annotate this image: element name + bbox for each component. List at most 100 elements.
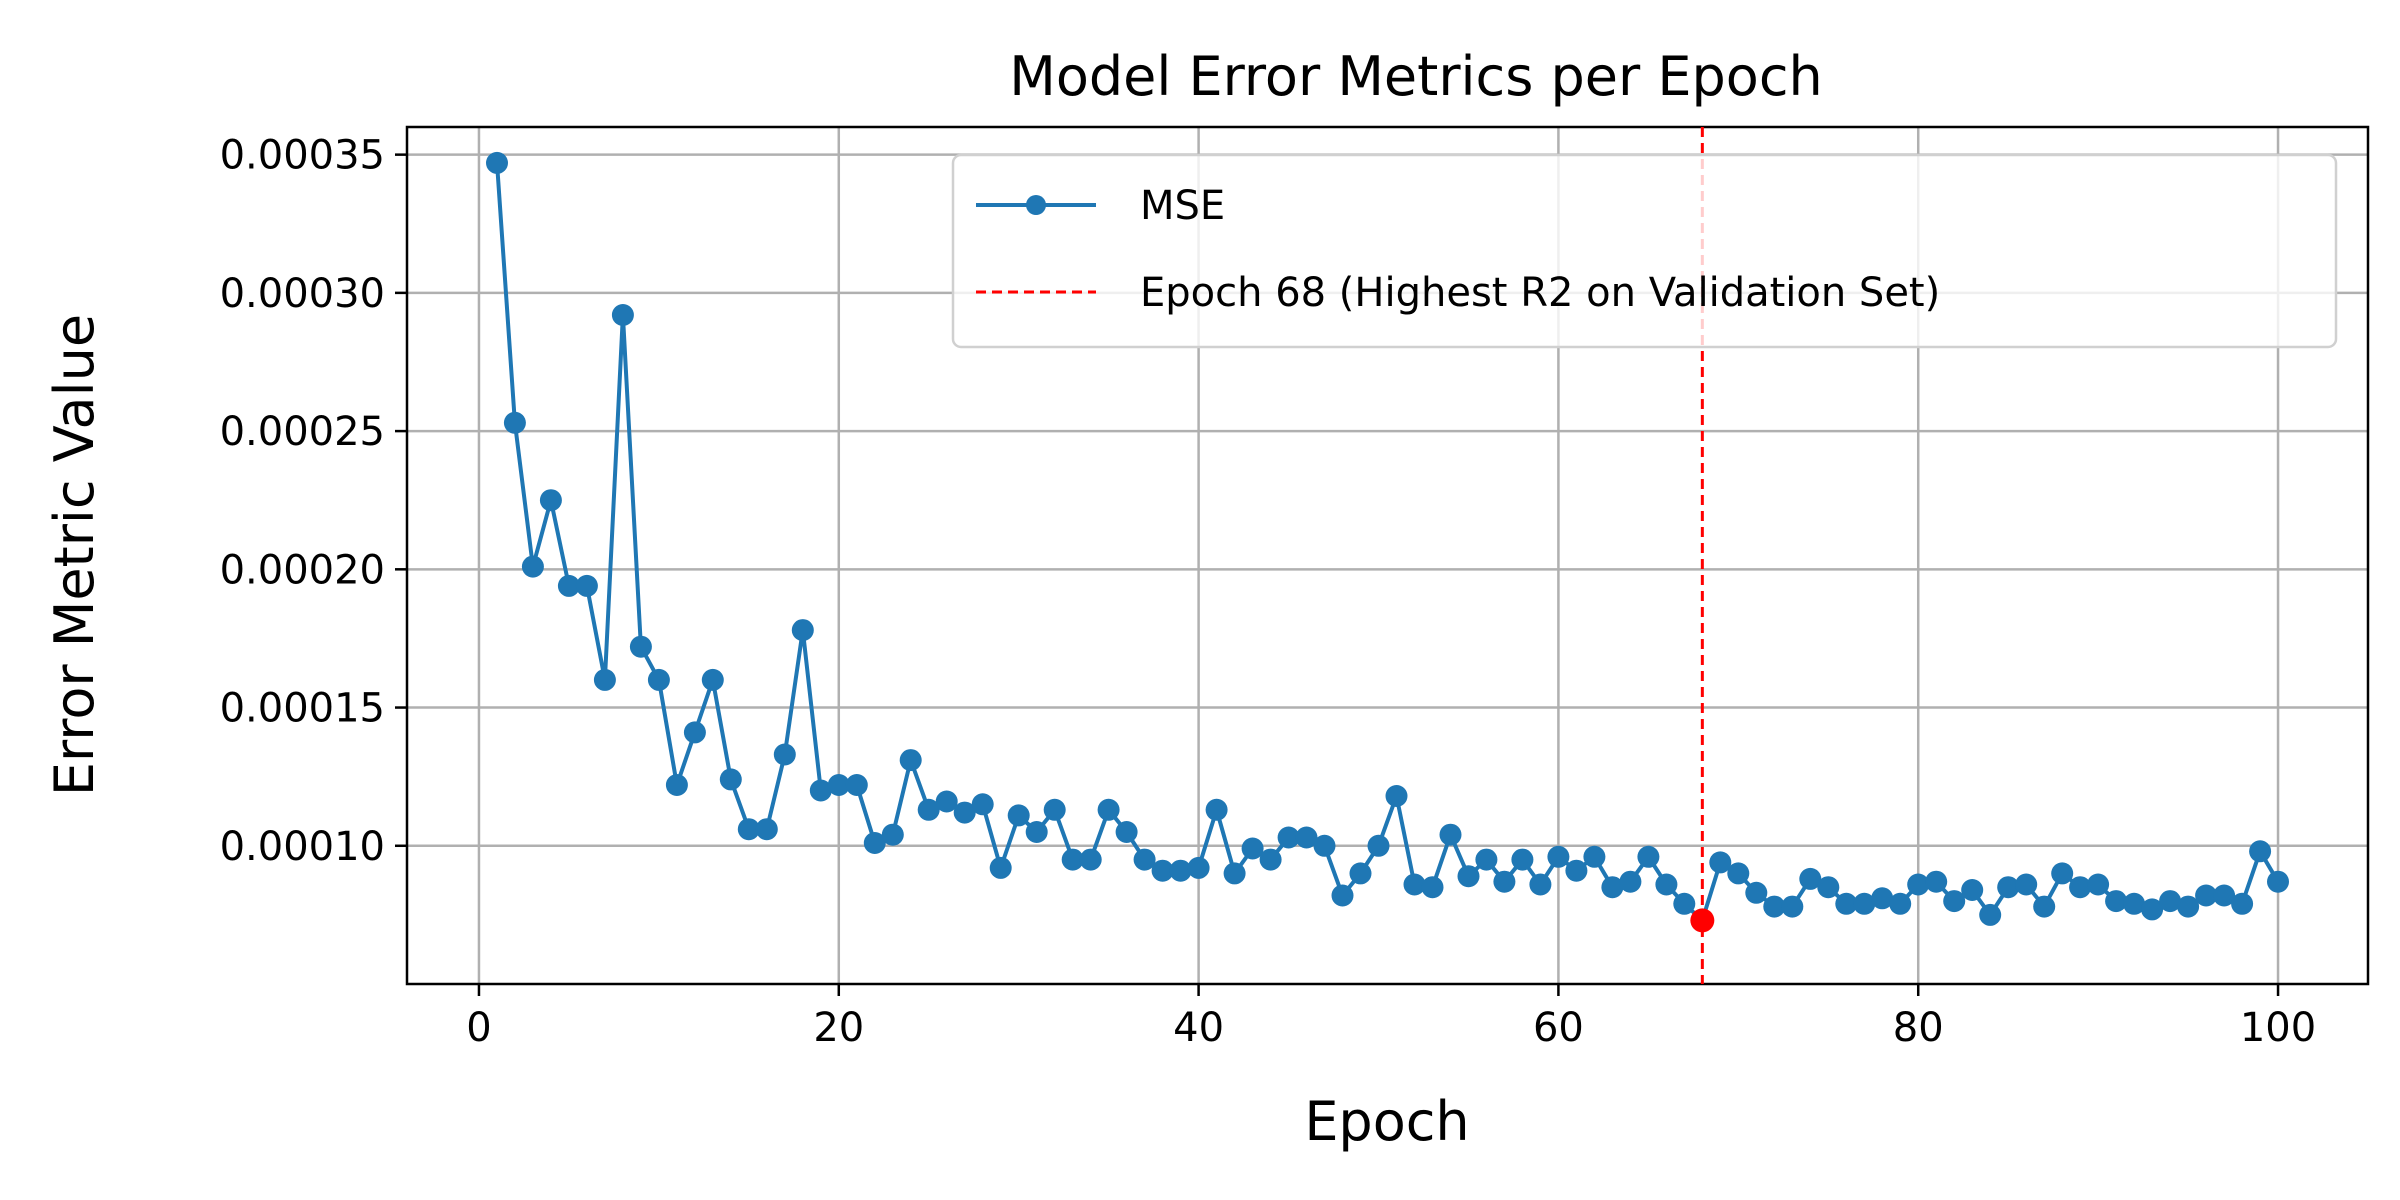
mse-point (2195, 884, 2218, 907)
x-axis-ticks: 0 20 40 60 80 100 (466, 984, 2316, 1051)
mse-point (2177, 895, 2200, 918)
mse-point (989, 856, 1012, 879)
mse-point (1007, 804, 1030, 827)
mse-point (1925, 870, 1948, 893)
mse-point (1295, 826, 1318, 849)
mse-point (719, 768, 742, 791)
mse-point (1997, 876, 2020, 899)
mse-point (1583, 845, 1606, 868)
mse-point (1889, 892, 1912, 915)
mse-point (521, 555, 544, 578)
x-tick-label: 100 (2240, 1005, 2316, 1051)
mse-point (593, 668, 616, 691)
mse-point (1349, 862, 1372, 885)
mse-point (557, 574, 580, 597)
mse-point (827, 774, 850, 796)
mse-point (1799, 867, 1822, 890)
highlight-epoch-68 (1690, 127, 1715, 984)
mse-point (1943, 890, 1966, 913)
mse-point (1727, 862, 1750, 885)
mse-point (881, 823, 904, 846)
mse-series-line (495, 162, 2280, 923)
mse-point (2033, 895, 2056, 918)
mse-point (1817, 876, 1840, 899)
mse-point (773, 743, 796, 766)
series-mse (486, 151, 2289, 932)
mse-point (539, 489, 562, 512)
y-axis-title: Error Metric Value (43, 314, 106, 796)
y-tick-label: 0.00030 (220, 271, 385, 317)
mse-point (2231, 892, 2254, 915)
mse-point (503, 411, 526, 434)
mse-point (1115, 821, 1138, 843)
mse-point (1745, 881, 1768, 904)
x-tick-label: 20 (813, 1005, 864, 1051)
x-axis-title: Epoch (1304, 1090, 1469, 1153)
mse-point (1439, 823, 1462, 846)
mse-point (2087, 873, 2110, 896)
mse-point (899, 749, 922, 772)
mse-point (2213, 884, 2236, 907)
mse-point (1763, 895, 1786, 918)
mse-point (755, 818, 778, 841)
mse-point (1907, 873, 1930, 896)
mse-point (1367, 834, 1390, 857)
mse-point (1853, 892, 1876, 915)
mse-point (1043, 798, 1066, 821)
mse-point (2267, 870, 2289, 893)
mse-point (1169, 859, 1192, 882)
mse-point (1529, 873, 1552, 896)
legend-highlight-label: Epoch 68 (Highest R2 on Validation Set) (1140, 270, 1940, 316)
mse-point (863, 832, 886, 854)
x-tick-label: 60 (1533, 1005, 1584, 1051)
mse-point (1637, 845, 1660, 868)
mse-point (1223, 862, 1246, 885)
mse-point (1493, 870, 1516, 893)
mse-point (2141, 898, 2164, 921)
mse-point (1241, 837, 1264, 860)
mse-point (2123, 892, 2146, 915)
mse-point (1277, 826, 1300, 849)
mse-point (737, 818, 760, 841)
mse-point (1475, 848, 1498, 871)
y-tick-label: 0.00020 (220, 547, 385, 593)
plot-area-frame (405, 125, 2370, 986)
mse-point (935, 790, 958, 813)
mse-point (971, 793, 994, 816)
mse-point (1871, 887, 1894, 910)
mse-point (1511, 848, 1534, 871)
legend-mse-marker (1026, 195, 1046, 215)
mse-point (1097, 798, 1120, 821)
mse-point (1385, 785, 1408, 807)
x-tick-label: 40 (1173, 1005, 1224, 1051)
mse-point (611, 304, 634, 326)
mse-point (1025, 821, 1048, 843)
mse-point (2159, 890, 2182, 913)
mse-point (1565, 859, 1588, 882)
mse-point (1061, 848, 1084, 871)
y-tick-label: 0.00010 (220, 824, 385, 870)
highlight-point (1690, 908, 1715, 933)
mse-point (575, 574, 598, 597)
mse-point (1259, 848, 1282, 871)
mse-point (683, 721, 706, 744)
mse-point (629, 635, 652, 658)
mse-point (2015, 873, 2038, 896)
mse-point (1313, 834, 1336, 857)
mse-point (665, 774, 688, 796)
y-tick-label: 0.00025 (220, 409, 385, 455)
x-tick-label: 80 (1893, 1005, 1944, 1051)
legend: MSE Epoch 68 (Highest R2 on Validation S… (951, 153, 2338, 349)
mse-point (1979, 903, 2002, 926)
mse-point (1205, 798, 1228, 821)
mse-point (2249, 840, 2272, 863)
mse-point (953, 801, 976, 824)
y-tick-label: 0.00035 (220, 133, 385, 179)
mse-point (1601, 876, 1624, 899)
mse-point (1619, 870, 1642, 893)
mse-point (486, 151, 508, 174)
mse-point (2105, 890, 2128, 913)
mse-point (917, 798, 940, 821)
mse-point (791, 619, 814, 642)
mse-point (647, 668, 670, 691)
